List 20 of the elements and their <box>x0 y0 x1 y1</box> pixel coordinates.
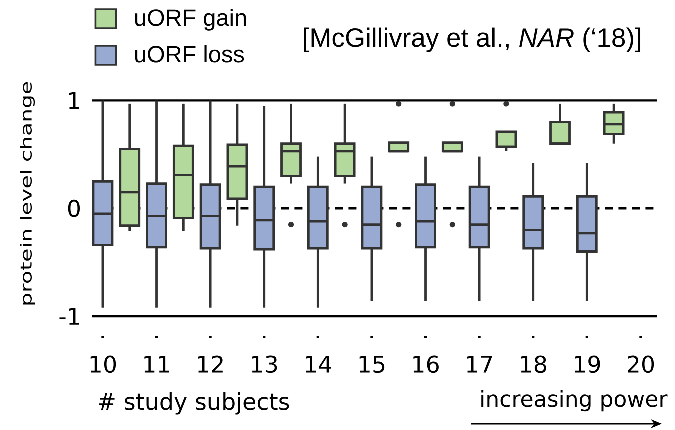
x-tick-label: 19 <box>575 356 600 374</box>
legend-label: uORF loss <box>135 45 244 63</box>
x-tick-label: 20 <box>628 356 654 374</box>
x-tick-label: 10 <box>90 356 116 374</box>
y-tick-label: 0 <box>68 200 80 218</box>
x-tick-label: 17 <box>467 356 492 373</box>
legend-label: uORF gain <box>135 8 246 31</box>
x-tick-label: 18 <box>521 356 546 374</box>
text: increasing power <box>482 390 668 412</box>
x-tick-label: 15 <box>360 356 385 374</box>
x-tick-label: 13 <box>252 356 278 374</box>
x-tick-label: 14 <box>306 356 332 373</box>
y-axis-title: protein level change <box>20 82 36 305</box>
x-axis-title: # study subjects <box>99 392 290 415</box>
x-tick-label: 11 <box>144 356 170 373</box>
x-tick-label: 12 <box>198 356 223 373</box>
y-tick-label: -1 <box>60 308 80 325</box>
text: [McGillivray et al., NAR (‘18)] <box>304 28 641 52</box>
y-tick-label: 1 <box>69 92 80 110</box>
x-tick-label: 16 <box>414 356 439 374</box>
